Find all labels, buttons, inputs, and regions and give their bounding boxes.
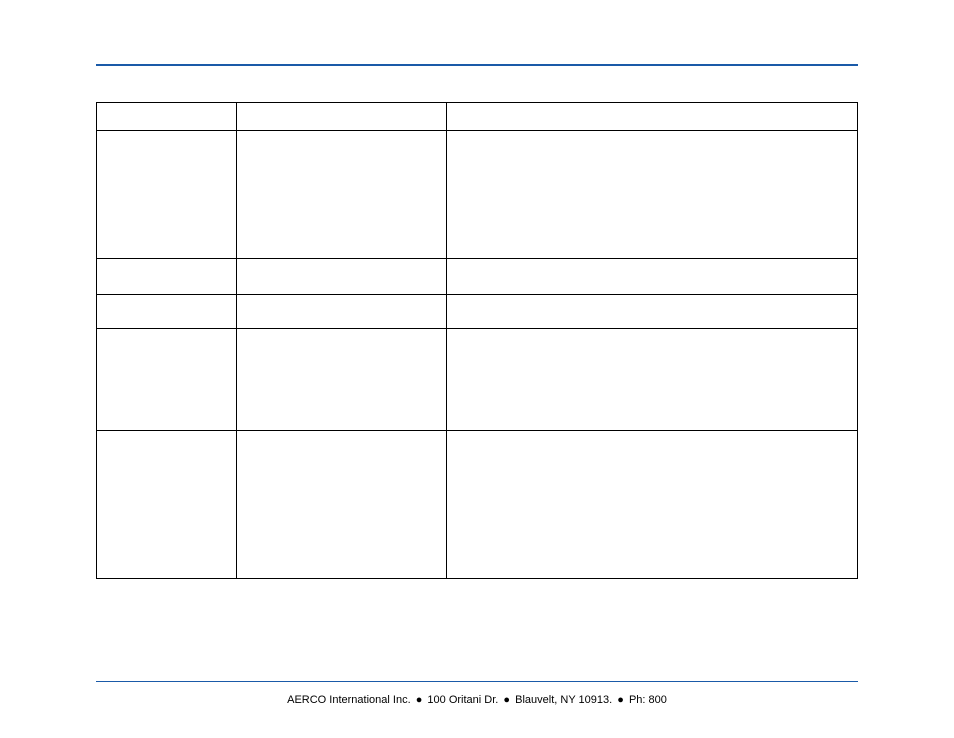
footer-separator: ●: [617, 694, 624, 706]
content-area: [96, 102, 858, 579]
table-cell: [97, 259, 237, 295]
table-cell: [237, 103, 447, 131]
table-row: [97, 295, 858, 329]
table-cell: [97, 131, 237, 259]
table-cell: [97, 329, 237, 431]
table-row: [97, 259, 858, 295]
table-cell: [447, 431, 858, 579]
table-cell: [97, 295, 237, 329]
table-cell: [237, 329, 447, 431]
header-rule: [96, 64, 858, 66]
table-row: [97, 103, 858, 131]
table-cell: [237, 431, 447, 579]
footer-rule: [96, 681, 858, 682]
table-cell: [97, 103, 237, 131]
table-cell: [447, 295, 858, 329]
table-cell: [447, 131, 858, 259]
table-cell: [237, 259, 447, 295]
table-cell: [447, 329, 858, 431]
table-cell: [447, 259, 858, 295]
table-row: [97, 131, 858, 259]
table-row: [97, 329, 858, 431]
table-cell: [447, 103, 858, 131]
footer-separator: ●: [503, 694, 510, 706]
page: AERCO International Inc. ● 100 Oritani D…: [0, 0, 954, 738]
table-cell: [237, 295, 447, 329]
table-cell: [97, 431, 237, 579]
footer-phone: Ph: 800: [629, 694, 667, 706]
footer-company: AERCO International Inc.: [287, 694, 411, 706]
footer-city: Blauvelt, NY 10913.: [515, 694, 612, 706]
footer-address: 100 Oritani Dr.: [427, 694, 498, 706]
table-row: [97, 431, 858, 579]
footer-separator: ●: [416, 694, 423, 706]
table-cell: [237, 131, 447, 259]
main-table: [96, 102, 858, 579]
footer-text: AERCO International Inc. ● 100 Oritani D…: [0, 694, 954, 706]
